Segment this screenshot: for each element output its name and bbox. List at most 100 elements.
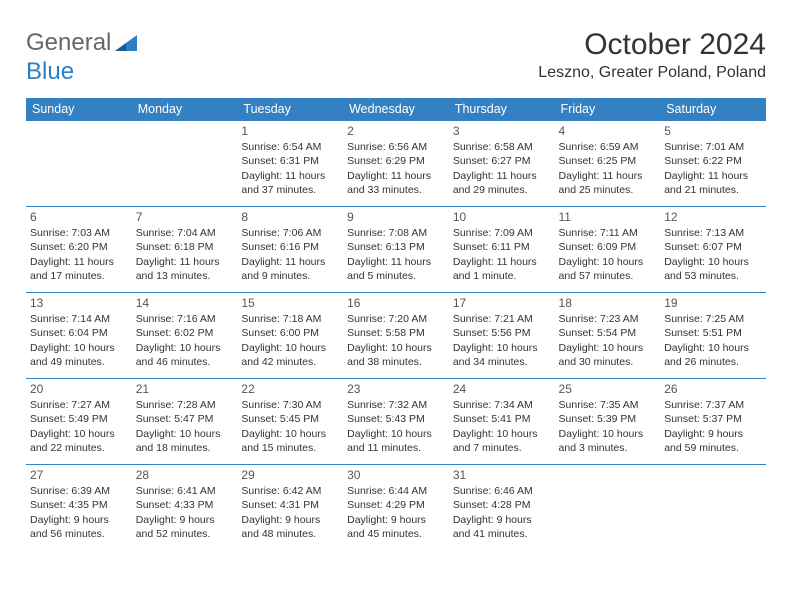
day-number: 7: [136, 209, 234, 225]
day-header: Wednesday: [343, 98, 449, 121]
sunrise-text: Sunrise: 6:46 AM: [453, 484, 551, 498]
calendar-cell: 30Sunrise: 6:44 AMSunset: 4:29 PMDayligh…: [343, 465, 449, 551]
sunrise-text: Sunrise: 7:13 AM: [664, 226, 762, 240]
daylight-text: Daylight: 10 hours and 38 minutes.: [347, 341, 445, 369]
day-header-row: Sunday Monday Tuesday Wednesday Thursday…: [26, 98, 766, 121]
calendar-week-row: 27Sunrise: 6:39 AMSunset: 4:35 PM Dayligh…: [26, 465, 766, 551]
day-number: 17: [453, 295, 551, 311]
daylight-text: Daylight: 10 hours and 49 minutes.: [30, 341, 128, 369]
sunrise-text: Sunrise: 7:04 AM: [136, 226, 234, 240]
sunrise-text: Sunrise: 7:14 AM: [30, 312, 128, 326]
calendar-cell: 23Sunrise: 7:32 AMSunset: 5:43 PMDayligh…: [343, 379, 449, 465]
sunrise-text: Sunrise: 7:23 AM: [559, 312, 657, 326]
day-header: Saturday: [660, 98, 766, 121]
day-number: 15: [241, 295, 339, 311]
day-number: 16: [347, 295, 445, 311]
sunset-text: Sunset: 5:49 PM: [30, 412, 128, 426]
sunset-text: Sunset: 6:07 PM: [664, 240, 762, 254]
day-number: 18: [559, 295, 657, 311]
sunrise-text: Sunrise: 7:20 AM: [347, 312, 445, 326]
daylight-text: Daylight: 10 hours and 30 minutes.: [559, 341, 657, 369]
sunrise-text: Sunrise: 7:27 AM: [30, 398, 128, 412]
day-number: 9: [347, 209, 445, 225]
sunset-text: Sunset: 5:43 PM: [347, 412, 445, 426]
day-number: 13: [30, 295, 128, 311]
daylight-text: Daylight: 10 hours and 46 minutes.: [136, 341, 234, 369]
calendar-cell: 4Sunrise: 6:59 AMSunset: 6:25 PMDaylight…: [555, 121, 661, 207]
day-number: 28: [136, 467, 234, 483]
daylight-text: Daylight: 11 hours and 21 minutes.: [664, 169, 762, 197]
day-number: 27: [30, 467, 128, 483]
day-number: 6: [30, 209, 128, 225]
sunset-text: Sunset: 5:54 PM: [559, 326, 657, 340]
sunset-text: Sunset: 6:13 PM: [347, 240, 445, 254]
sunrise-text: Sunrise: 7:37 AM: [664, 398, 762, 412]
day-number: 23: [347, 381, 445, 397]
calendar-week-row: 20Sunrise: 7:27 AMSunset: 5:49 PMDayligh…: [26, 379, 766, 465]
logo-text-general: General: [26, 29, 111, 57]
calendar-cell: 24Sunrise: 7:34 AMSunset: 5:41 PMDayligh…: [449, 379, 555, 465]
sunrise-text: Sunrise: 6:39 AM: [30, 484, 128, 498]
day-header: Sunday: [26, 98, 132, 121]
sunrise-text: Sunrise: 7:21 AM: [453, 312, 551, 326]
sunset-text: Sunset: 6:31 PM: [241, 154, 339, 168]
calendar-cell: 3Sunrise: 6:58 AMSunset: 6:27 PMDaylight…: [449, 121, 555, 207]
sunset-text: Sunset: 5:51 PM: [664, 326, 762, 340]
calendar-cell: 14Sunrise: 7:16 AMSunset: 6:02 PMDayligh…: [132, 293, 238, 379]
day-number: 29: [241, 467, 339, 483]
sunrise-text: Sunrise: 7:16 AM: [136, 312, 234, 326]
logo: General: [26, 28, 137, 58]
sunrise-text: Sunrise: 6:59 AM: [559, 140, 657, 154]
sunset-text: Sunset: 4:35 PM: [30, 498, 128, 512]
sunset-text: Sunset: 4:28 PM: [453, 498, 551, 512]
calendar-cell: [660, 465, 766, 551]
day-number: 24: [453, 381, 551, 397]
calendar-week-row: 1Sunrise: 6:54 AMSunset: 6:31 PMDaylight…: [26, 121, 766, 207]
day-number: 14: [136, 295, 234, 311]
sunset-text: Sunset: 6:16 PM: [241, 240, 339, 254]
daylight-text: Daylight: 9 hours and 59 minutes.: [664, 427, 762, 455]
sunrise-text: Sunrise: 7:30 AM: [241, 398, 339, 412]
sunrise-text: Sunrise: 6:41 AM: [136, 484, 234, 498]
calendar-week-row: 6Sunrise: 7:03 AMSunset: 6:20 PMDaylight…: [26, 207, 766, 293]
calendar-cell: 11Sunrise: 7:11 AMSunset: 6:09 PMDayligh…: [555, 207, 661, 293]
calendar-cell: 6Sunrise: 7:03 AMSunset: 6:20 PMDaylight…: [26, 207, 132, 293]
sunset-text: Sunset: 5:56 PM: [453, 326, 551, 340]
day-number: 12: [664, 209, 762, 225]
day-number: 5: [664, 123, 762, 139]
day-number: 10: [453, 209, 551, 225]
daylight-text: Daylight: 9 hours and 52 minutes.: [136, 513, 234, 541]
daylight-text: Daylight: 10 hours and 3 minutes.: [559, 427, 657, 455]
sunset-text: Sunset: 6:09 PM: [559, 240, 657, 254]
sunrise-text: Sunrise: 7:11 AM: [559, 226, 657, 240]
calendar-cell: [132, 121, 238, 207]
sunrise-text: Sunrise: 6:42 AM: [241, 484, 339, 498]
daylight-text: Daylight: 10 hours and 34 minutes.: [453, 341, 551, 369]
sunset-text: Sunset: 6:18 PM: [136, 240, 234, 254]
calendar-cell: 31Sunrise: 6:46 AMSunset: 4:28 PMDayligh…: [449, 465, 555, 551]
daylight-text: Daylight: 11 hours and 33 minutes.: [347, 169, 445, 197]
daylight-text: Daylight: 11 hours and 1 minute.: [453, 255, 551, 283]
sunset-text: Sunset: 6:02 PM: [136, 326, 234, 340]
daylight-text: Daylight: 9 hours and 45 minutes.: [347, 513, 445, 541]
calendar-cell: 29Sunrise: 6:42 AMSunset: 4:31 PMDayligh…: [237, 465, 343, 551]
calendar-cell: 28Sunrise: 6:41 AMSunset: 4:33 PMDayligh…: [132, 465, 238, 551]
day-number: 11: [559, 209, 657, 225]
daylight-text: Daylight: 11 hours and 25 minutes.: [559, 169, 657, 197]
calendar-cell: 7Sunrise: 7:04 AMSunset: 6:18 PMDaylight…: [132, 207, 238, 293]
calendar-cell: 2Sunrise: 6:56 AMSunset: 6:29 PMDaylight…: [343, 121, 449, 207]
sunrise-text: Sunrise: 6:58 AM: [453, 140, 551, 154]
calendar-cell: 21Sunrise: 7:28 AMSunset: 5:47 PMDayligh…: [132, 379, 238, 465]
logo-text-blue: Blue: [26, 58, 74, 85]
daylight-text: Daylight: 9 hours and 48 minutes.: [241, 513, 339, 541]
calendar-cell: 8Sunrise: 7:06 AMSunset: 6:16 PMDaylight…: [237, 207, 343, 293]
sunrise-text: Sunrise: 7:28 AM: [136, 398, 234, 412]
sunrise-text: Sunrise: 7:08 AM: [347, 226, 445, 240]
day-number: 25: [559, 381, 657, 397]
sunset-text: Sunset: 5:58 PM: [347, 326, 445, 340]
calendar-table: Sunday Monday Tuesday Wednesday Thursday…: [26, 98, 766, 551]
sunrise-text: Sunrise: 7:09 AM: [453, 226, 551, 240]
day-number: 26: [664, 381, 762, 397]
sunset-text: Sunset: 6:29 PM: [347, 154, 445, 168]
calendar-cell: 15Sunrise: 7:18 AMSunset: 6:00 PMDayligh…: [237, 293, 343, 379]
